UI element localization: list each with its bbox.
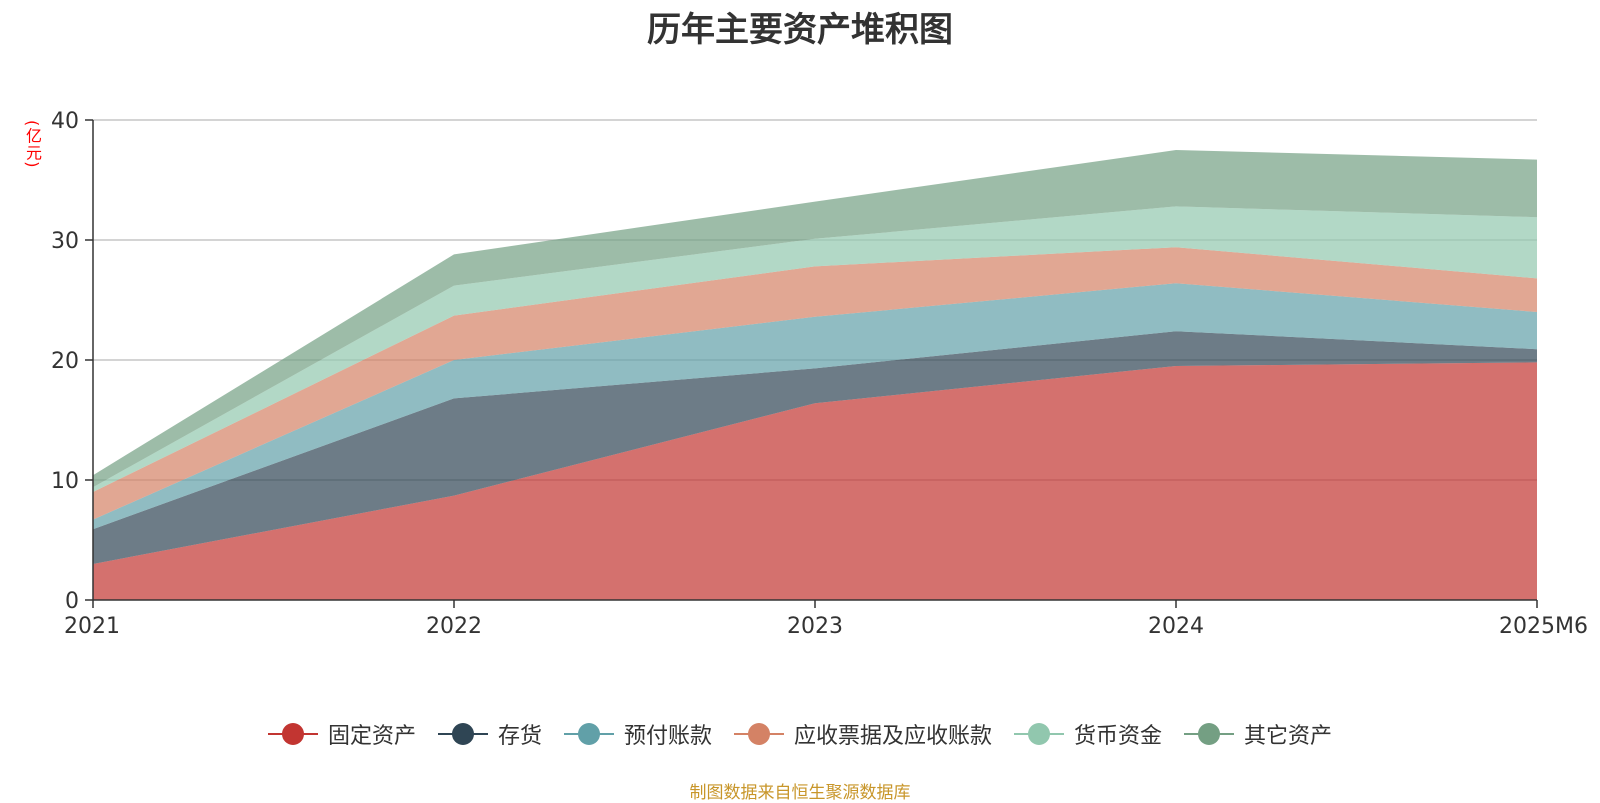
legend-label: 固定资产 — [327, 724, 416, 749]
data-source-note: 制图数据来自恒生聚源数据库 — [689, 783, 911, 803]
legend-marker-icon — [1184, 722, 1235, 746]
x-tick-label: 2023 — [787, 614, 843, 639]
y-tick-label: 40 — [51, 109, 79, 134]
legend-item-4[interactable]: 货币资金 — [1014, 718, 1162, 750]
chart-title: 历年主要资产堆积图 — [647, 10, 953, 50]
area-series-4 — [93, 206, 1537, 492]
y-tick-label: 10 — [51, 469, 79, 494]
legend-label: 预付账款 — [623, 724, 712, 749]
legend-marker-icon — [1014, 722, 1065, 746]
legend-marker-icon — [437, 722, 488, 746]
x-tick-label: 2024 — [1148, 614, 1204, 639]
x-tick-label: 2025M6 — [1499, 614, 1588, 639]
y-axis-unit-label: (亿元) — [23, 120, 42, 169]
area-series-5 — [93, 150, 1537, 488]
legend-label: 存货 — [497, 724, 542, 749]
legend-label: 其它资产 — [1244, 724, 1333, 749]
legend-item-1[interactable]: 存货 — [437, 718, 542, 750]
area-series-3 — [93, 247, 1537, 520]
legend-item-5[interactable]: 其它资产 — [1184, 718, 1332, 750]
legend-marker-icon — [734, 722, 784, 746]
legend-item-2[interactable]: 预付账款 — [563, 718, 712, 750]
area-series-2 — [93, 283, 1537, 530]
legend-label: 货币资金 — [1074, 724, 1163, 749]
y-tick-label: 0 — [65, 589, 79, 614]
legend-item-0[interactable]: 固定资产 — [267, 718, 416, 750]
legend-label: 应收票据及应收账款 — [794, 724, 993, 749]
chart-legend: 固定资产 存货 预付账款 应收票据及应收账款 货币资金 其它资产 — [0, 718, 1600, 750]
x-tick-label: 2022 — [426, 614, 482, 639]
legend-marker-icon — [267, 722, 318, 746]
y-tick-label: 20 — [51, 349, 79, 374]
area-series-1 — [93, 331, 1537, 564]
legend-marker-icon — [563, 722, 614, 746]
area-series-0 — [93, 362, 1537, 600]
legend-item-3[interactable]: 应收票据及应收账款 — [734, 718, 992, 750]
x-tick-label: 2021 — [64, 614, 120, 639]
y-tick-label: 30 — [51, 229, 79, 254]
